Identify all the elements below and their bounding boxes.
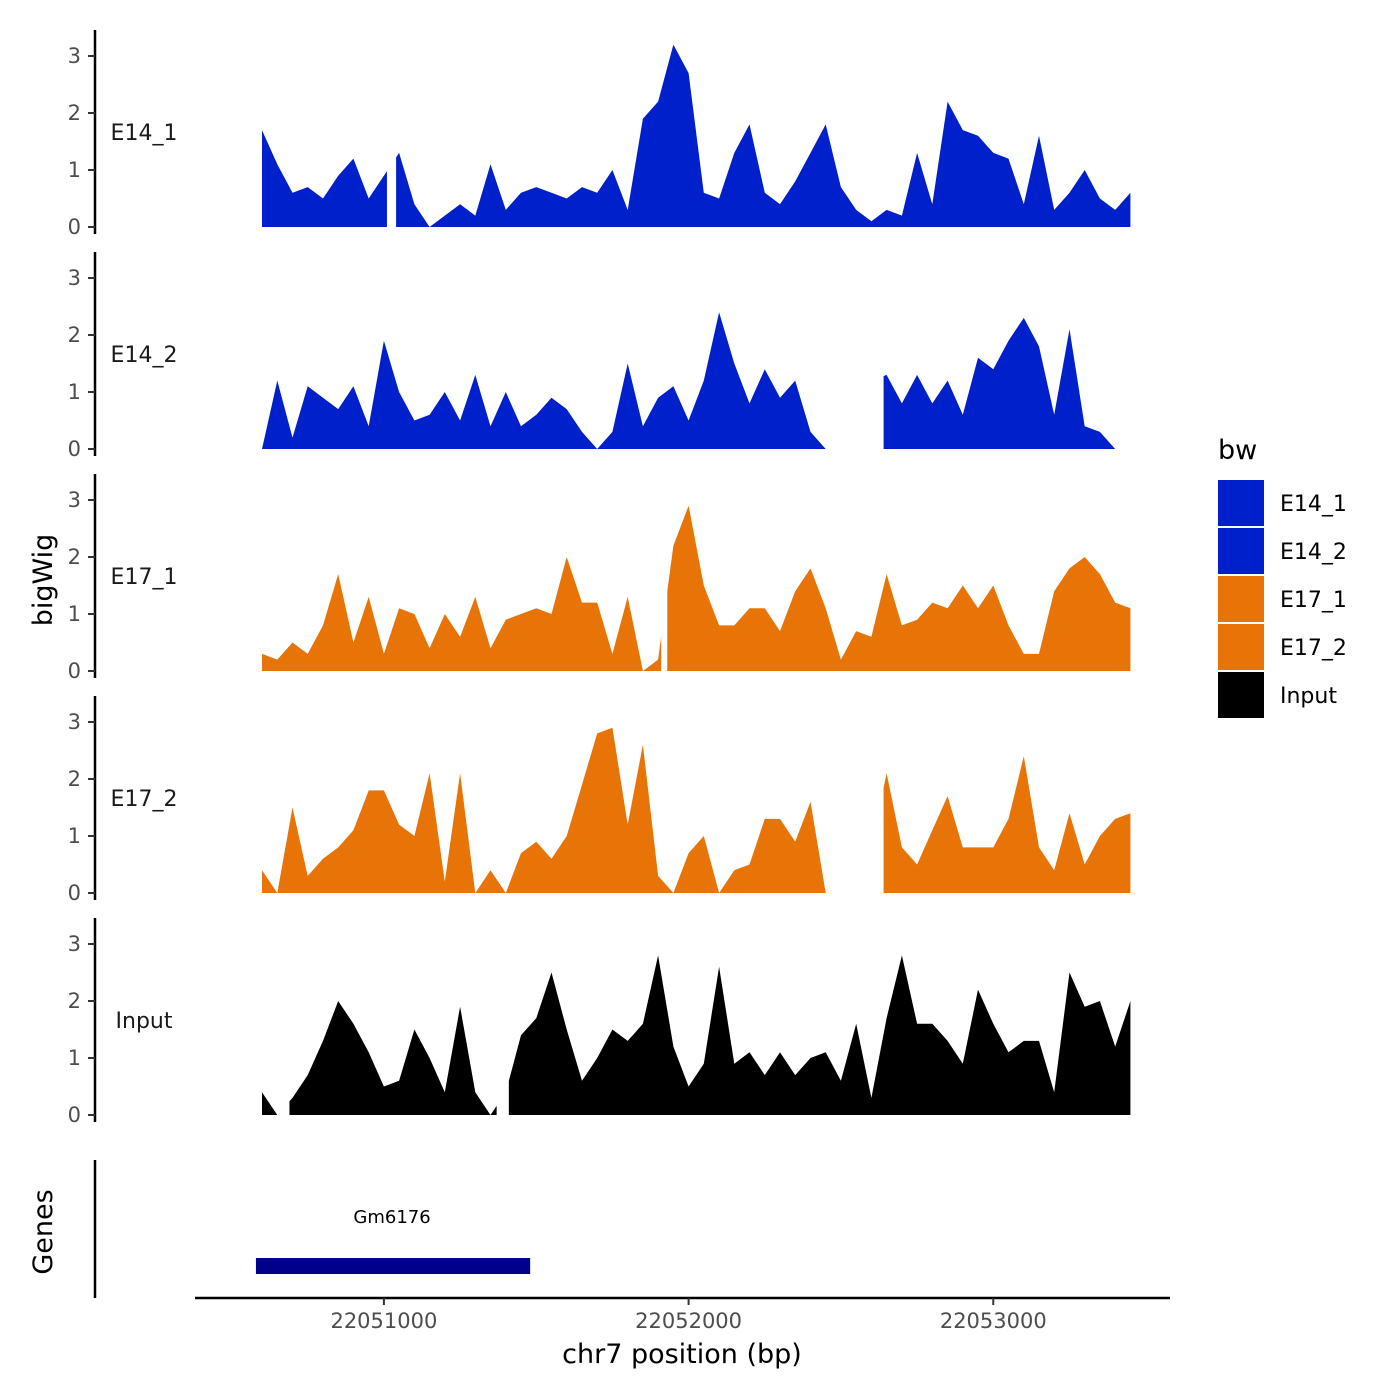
genes-track: Gm6176 bbox=[93, 1160, 531, 1298]
track-E17_2: 0 1 2 3 E17_2 bbox=[68, 696, 1131, 905]
track-label: E17_1 bbox=[111, 565, 178, 590]
legend: bw E14_1 E14_2 E17_1 E17_2 Input bbox=[1218, 435, 1347, 718]
y-tick-label: 0 bbox=[68, 1103, 81, 1127]
coverage-gap bbox=[496, 918, 509, 1116]
track-Input: 0 1 2 3 Input bbox=[68, 918, 1131, 1127]
track-label: E14_2 bbox=[111, 343, 178, 368]
coverage-gap bbox=[856, 696, 884, 894]
y-tick-label: 1 bbox=[68, 1046, 81, 1070]
coverage-gap bbox=[386, 30, 397, 228]
legend-label: Input bbox=[1280, 684, 1337, 709]
y-tick-label: 2 bbox=[68, 545, 81, 569]
coverage-area-E14_1 bbox=[262, 44, 1131, 227]
legend-label: E14_1 bbox=[1280, 492, 1347, 517]
coverage-area-Input bbox=[262, 955, 1131, 1115]
y-tick-label: 3 bbox=[68, 266, 81, 290]
legend-title: bw bbox=[1218, 435, 1257, 466]
track-E17_1: 0 1 2 3 E17_1 bbox=[68, 474, 1131, 683]
y-axis-title: bigWig bbox=[28, 534, 59, 627]
y-tick-label: 3 bbox=[68, 488, 81, 512]
coverage-area-E14_2 bbox=[262, 312, 1131, 449]
y-tick-label: 3 bbox=[68, 710, 81, 734]
y-tick-label: 1 bbox=[68, 602, 81, 626]
genes-track-title: Genes bbox=[28, 1189, 59, 1274]
legend-label: E17_2 bbox=[1280, 636, 1347, 661]
y-tick-label: 1 bbox=[68, 158, 81, 182]
y-tick-label: 2 bbox=[68, 989, 81, 1013]
y-tick-label: 2 bbox=[68, 323, 81, 347]
y-tick-label: 2 bbox=[68, 101, 81, 125]
y-tick-label: 0 bbox=[68, 437, 81, 461]
x-axis: 22051000 22052000 22053000 bbox=[195, 1296, 1170, 1333]
legend-swatch bbox=[1218, 480, 1264, 526]
y-tick-label: 0 bbox=[68, 881, 81, 905]
track-label: E17_2 bbox=[111, 787, 178, 812]
y-tick-label: 3 bbox=[68, 44, 81, 68]
x-tick-label: 22051000 bbox=[330, 1309, 437, 1333]
y-tick-label: 3 bbox=[68, 932, 81, 956]
coverage-gap bbox=[850, 252, 884, 450]
legend-label: E14_2 bbox=[1280, 540, 1347, 565]
coverage-area-E17_2 bbox=[262, 727, 1131, 893]
legend-label: E17_1 bbox=[1280, 588, 1347, 613]
track-label: E14_1 bbox=[111, 121, 178, 146]
legend-swatch bbox=[1218, 624, 1264, 670]
y-tick-label: 2 bbox=[68, 767, 81, 791]
x-tick-label: 22052000 bbox=[635, 1309, 742, 1333]
x-tick-label: 22053000 bbox=[940, 1309, 1047, 1333]
coverage-area-E17_1 bbox=[262, 505, 1131, 671]
gene-label: Gm6176 bbox=[353, 1207, 430, 1228]
coverage-tracks: 0 1 2 3 E14_1 0 1 2 3 E14_2 0 1 2 3 E17_1 0 1 2 3 E17_2 0 1 2 3… bbox=[68, 30, 1131, 1127]
gene-bar bbox=[255, 1258, 531, 1274]
x-axis-title: chr7 position (bp) bbox=[562, 1339, 802, 1370]
y-tick-label: 1 bbox=[68, 380, 81, 404]
track-E14_1: 0 1 2 3 E14_1 bbox=[68, 30, 1131, 239]
y-tick-label: 0 bbox=[68, 659, 81, 683]
coverage-gap bbox=[277, 918, 290, 1116]
y-tick-label: 0 bbox=[68, 215, 81, 239]
legend-swatch bbox=[1218, 528, 1264, 574]
coverage-gap bbox=[661, 474, 668, 672]
y-tick-label: 1 bbox=[68, 824, 81, 848]
legend-swatch bbox=[1218, 576, 1264, 622]
track-label: Input bbox=[116, 1009, 173, 1034]
track-E14_2: 0 1 2 3 E14_2 bbox=[68, 252, 1131, 461]
legend-swatch bbox=[1218, 672, 1264, 718]
